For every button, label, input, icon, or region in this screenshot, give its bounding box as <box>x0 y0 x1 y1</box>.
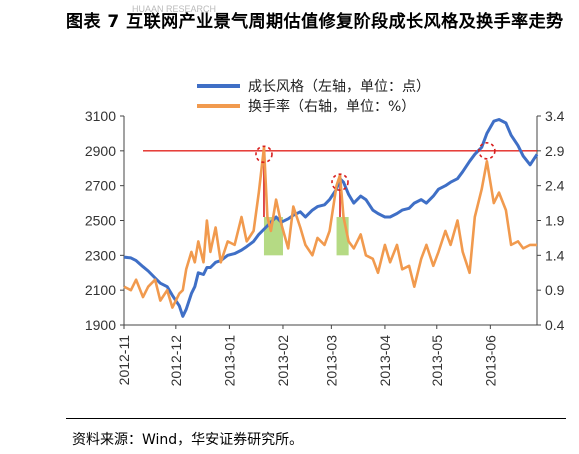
peak-marker-circle <box>478 142 496 160</box>
legend-label-growth-style: 成长风格（左轴，单位：点） <box>248 79 430 95</box>
y-right-tick-label: 3.4 <box>545 108 565 124</box>
watermark: HUAAN RESEARCH <box>132 4 216 14</box>
x-tick-label: 2013-06 <box>482 335 498 387</box>
series-line-turnover <box>123 146 537 309</box>
legend-label-turnover: 换手率（右轴，单位：%） <box>248 98 415 115</box>
x-tick-label: 2013-03 <box>323 335 339 387</box>
x-tick-label: 2013-02 <box>275 335 291 387</box>
y-left-tick-label: 2300 <box>85 247 116 263</box>
y-right-tick-label: 2.9 <box>545 143 565 159</box>
legend: 成长风格（左轴，单位：点） 换手率（右轴，单位：%） <box>197 79 430 115</box>
divider <box>66 418 566 419</box>
y-right-tick-label: 1.9 <box>545 213 565 229</box>
y-right-tick-label: 1.4 <box>545 247 565 263</box>
x-tick-label: 2012-11 <box>116 335 132 386</box>
x-tick-label: 2012-12 <box>168 335 184 387</box>
y-left-tick-label: 2700 <box>85 178 116 194</box>
y-right-tick-label: 0.9 <box>545 282 565 298</box>
axes: 1900 2100 2300 2500 2700 2900 3100 0.4 0.9 1.4 1.9… <box>85 108 565 386</box>
y-right-tick-label: 2.4 <box>545 178 565 194</box>
y-left-tick-label: 2900 <box>85 143 116 159</box>
y-left-tick-label: 3100 <box>85 108 116 124</box>
peak-marker-circle <box>331 173 349 191</box>
peak-marker-circle <box>255 145 273 164</box>
y-left-tick-label: 2100 <box>85 282 116 298</box>
y-left-tick-label: 1900 <box>85 317 116 333</box>
chart-title: 图表 7 互联网产业景气周期估值修复阶段成长风格及换手率走势 <box>66 12 564 32</box>
series-line-growth-style <box>123 118 539 318</box>
y-left-tick-label: 2500 <box>85 213 116 229</box>
x-tick-label: 2013-05 <box>429 335 445 387</box>
x-tick-label: 2013-04 <box>377 335 393 387</box>
source-note: 资料来源：Wind，华安证券研究所。 <box>72 432 304 448</box>
x-tick-label: 2013-01 <box>221 335 237 387</box>
y-right-tick-label: 0.4 <box>545 317 565 333</box>
plot-area <box>123 118 539 318</box>
